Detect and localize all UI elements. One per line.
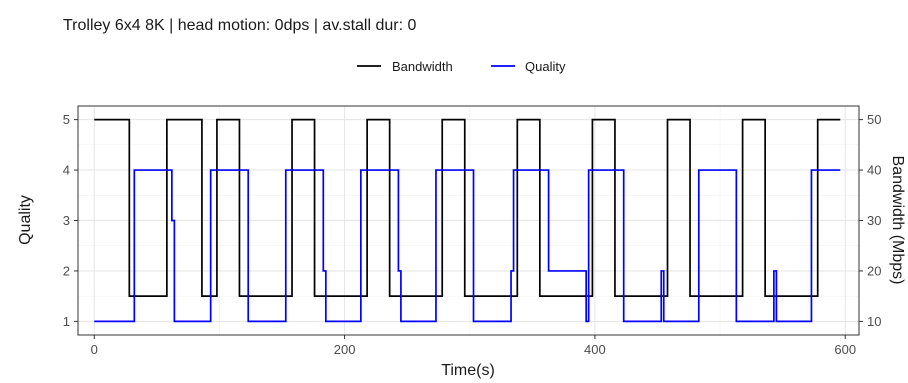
y-right-tick-label: 20 xyxy=(867,263,881,278)
chart-title: Trolley 6x4 8K | head motion: 0dps | av.… xyxy=(63,17,416,34)
series-line-bandwidth xyxy=(94,118,841,298)
legend: Bandwidth Quality xyxy=(357,59,566,74)
legend-label-quality: Quality xyxy=(525,59,566,74)
y-right-tick-label: 50 xyxy=(867,112,881,127)
y-axis-title-right: Bandwidth (Mbps) xyxy=(889,156,906,285)
y-left-tick-label: 4 xyxy=(63,163,70,178)
y-left-tick-label: 1 xyxy=(63,314,70,329)
x-tick-label: 600 xyxy=(834,342,856,357)
y-left-tick-label: 3 xyxy=(63,213,70,228)
series-line-quality xyxy=(94,169,841,323)
y-right-tick-label: 40 xyxy=(867,163,881,178)
y-right-tick-label: 30 xyxy=(867,213,881,228)
series-lines xyxy=(94,118,841,323)
y-axis-title-left: Quality xyxy=(17,195,34,245)
x-tick-label: 200 xyxy=(334,342,356,357)
axis-ticks: 0 200 400 600 1 2 3 4 5 10 20 30 40 50 xyxy=(63,112,882,357)
x-tick-label: 0 xyxy=(91,342,98,357)
y-left-tick-label: 5 xyxy=(63,112,70,127)
legend-label-bandwidth: Bandwidth xyxy=(392,59,453,74)
y-left-tick-label: 2 xyxy=(63,263,70,278)
x-axis-title: Time(s) xyxy=(441,362,495,379)
x-tick-label: 400 xyxy=(584,342,606,357)
y-right-tick-label: 10 xyxy=(867,314,881,329)
